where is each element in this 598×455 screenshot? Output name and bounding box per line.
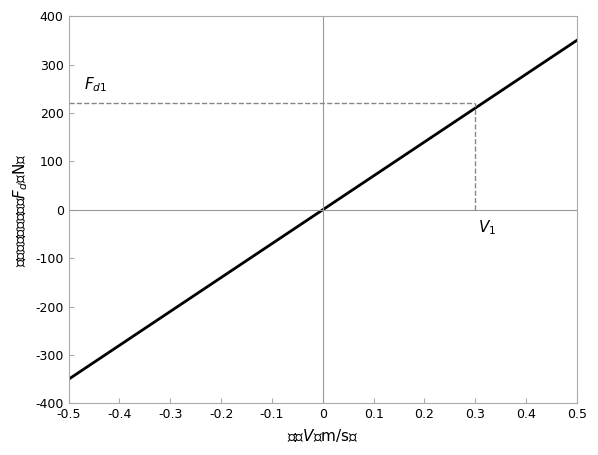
X-axis label: 速度$V$（m/s）: 速度$V$（m/s） — [287, 427, 358, 444]
Text: $V_1$: $V_1$ — [478, 218, 496, 237]
Text: $F_{d1}$: $F_{d1}$ — [84, 75, 107, 94]
Y-axis label: 磁流变减振器阻尼力$F_d$（N）: 磁流变减振器阻尼力$F_d$（N） — [11, 153, 30, 267]
